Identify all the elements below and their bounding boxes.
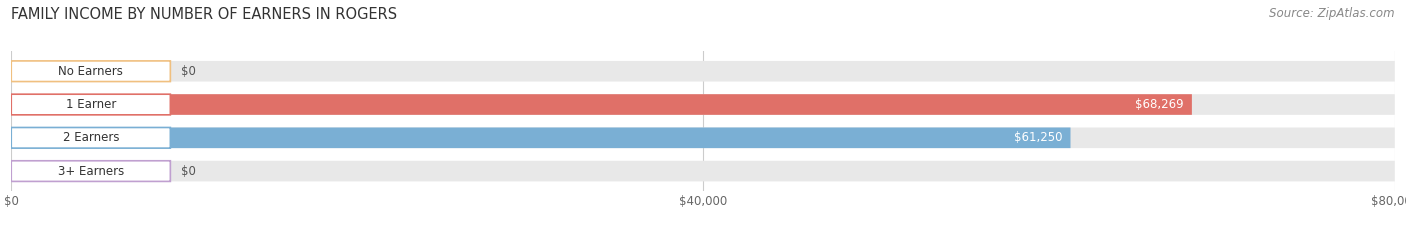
- Text: $61,250: $61,250: [1014, 131, 1062, 144]
- Text: 1 Earner: 1 Earner: [66, 98, 115, 111]
- Text: No Earners: No Earners: [59, 65, 124, 78]
- FancyBboxPatch shape: [11, 127, 1395, 148]
- FancyBboxPatch shape: [11, 61, 1395, 82]
- FancyBboxPatch shape: [11, 127, 1070, 148]
- FancyBboxPatch shape: [11, 61, 170, 82]
- Text: FAMILY INCOME BY NUMBER OF EARNERS IN ROGERS: FAMILY INCOME BY NUMBER OF EARNERS IN RO…: [11, 7, 398, 22]
- Text: $68,269: $68,269: [1135, 98, 1184, 111]
- FancyBboxPatch shape: [11, 161, 170, 182]
- FancyBboxPatch shape: [11, 94, 1395, 115]
- FancyBboxPatch shape: [11, 94, 1192, 115]
- FancyBboxPatch shape: [11, 161, 1395, 182]
- Text: 3+ Earners: 3+ Earners: [58, 164, 124, 178]
- FancyBboxPatch shape: [11, 127, 170, 148]
- FancyBboxPatch shape: [11, 94, 170, 115]
- Text: $0: $0: [181, 164, 197, 178]
- Text: 2 Earners: 2 Earners: [62, 131, 120, 144]
- Text: Source: ZipAtlas.com: Source: ZipAtlas.com: [1270, 7, 1395, 20]
- Text: $0: $0: [181, 65, 197, 78]
